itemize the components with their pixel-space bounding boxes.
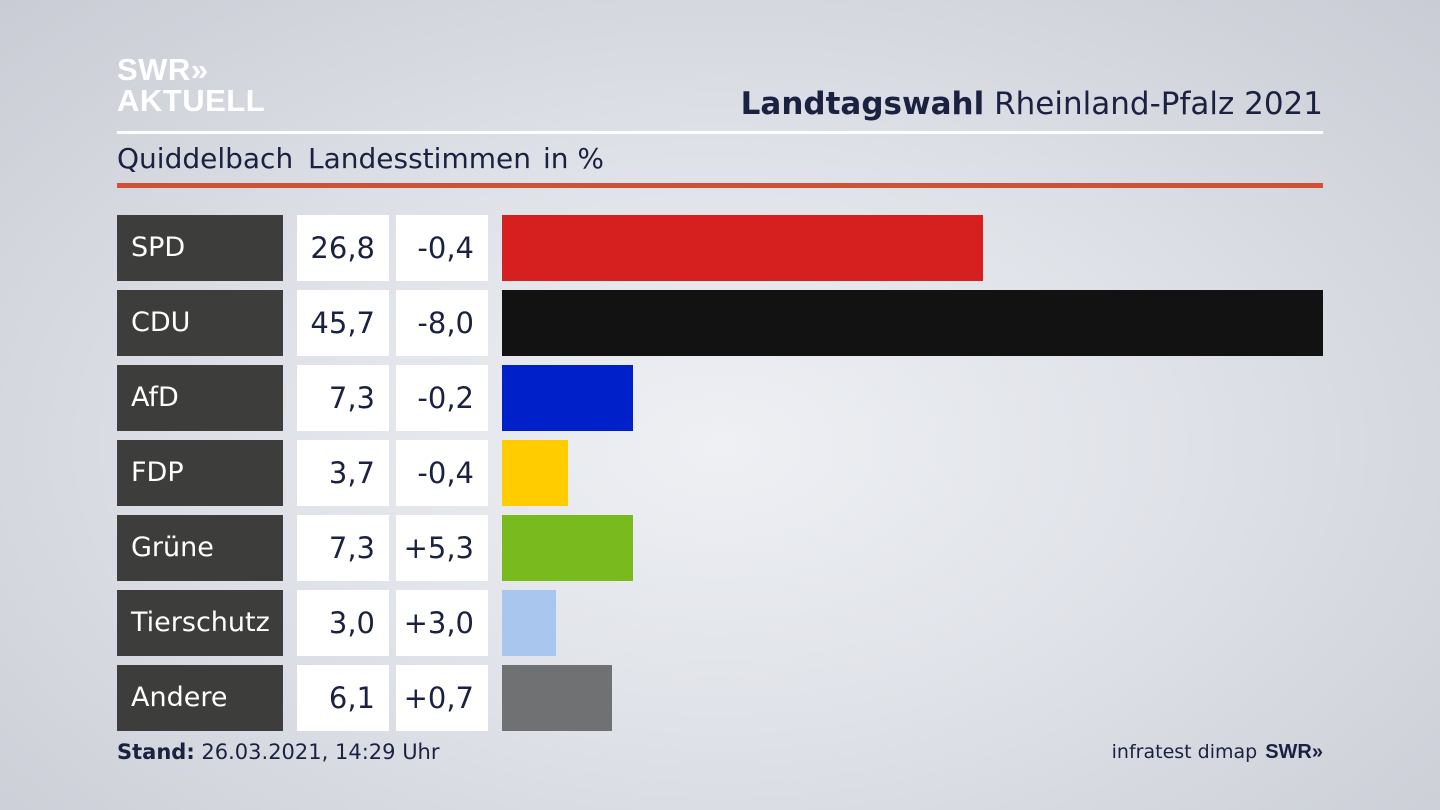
party-label: Tierschutz — [117, 590, 283, 656]
share-value-label: 3,7 — [297, 440, 389, 506]
bar-spd — [502, 215, 983, 281]
chart-title: Landtagswahl Rheinland-Pfalz 2021 — [741, 86, 1323, 122]
party-label: AfD — [117, 365, 283, 431]
bar-andere — [502, 665, 612, 731]
share-value-label: 26,8 — [297, 215, 389, 281]
title-rest: Rheinland-Pfalz 2021 — [994, 86, 1323, 122]
source-label: infratest dimap — [1111, 741, 1258, 763]
title-bold: Landtagswahl — [740, 86, 985, 122]
party-label: CDU — [117, 290, 283, 356]
change-value-label: -0,2 — [396, 365, 488, 431]
result-row: Andere 6,1 +0,7 — [117, 665, 1323, 731]
measure-label: Landesstimmen — [308, 142, 531, 175]
change-value-label: +5,3 — [396, 515, 488, 581]
bar-gr-ne — [502, 515, 633, 581]
stand-value: 26.03.2021, 14:29 Uhr — [201, 740, 440, 764]
share-value-label: 3,0 — [297, 590, 389, 656]
header-divider — [117, 131, 1323, 134]
stand-label: Stand: — [117, 740, 195, 764]
bar-afd — [502, 365, 633, 431]
logo-line-aktuell: AKTUELL — [117, 83, 266, 118]
share-value-label: 6,1 — [297, 665, 389, 731]
result-row: SPD 26,8 -0,4 — [117, 215, 1323, 281]
bar-cdu — [502, 290, 1323, 356]
party-label: SPD — [117, 215, 283, 281]
change-value-label: -0,4 — [396, 440, 488, 506]
result-row: CDU 45,7 -8,0 — [117, 290, 1323, 356]
result-row: FDP 3,7 -0,4 — [117, 440, 1323, 506]
party-label: FDP — [117, 440, 283, 506]
bar-fdp — [502, 440, 568, 506]
party-label: Andere — [117, 665, 283, 731]
timestamp: Stand: 26.03.2021, 14:29 Uhr — [117, 740, 440, 764]
result-row: AfD 7,3 -0,2 — [117, 365, 1323, 431]
unit-label: in % — [543, 142, 605, 175]
change-value-label: +0,7 — [396, 665, 488, 731]
source-credit: infratest dimap SWR» — [1112, 741, 1323, 764]
party-label: Grüne — [117, 515, 283, 581]
accent-divider — [117, 183, 1323, 188]
result-row: Tierschutz 3,0 +3,0 — [117, 590, 1323, 656]
swr-brand-logo: SWR» — [1265, 741, 1323, 763]
swr-aktuell-logo: SWR» AKTUELL — [117, 52, 266, 118]
bar-tierschutz — [502, 590, 556, 656]
change-value-label: -8,0 — [396, 290, 488, 356]
change-value-label: -0,4 — [396, 215, 488, 281]
share-value-label: 7,3 — [297, 365, 389, 431]
change-value-label: +3,0 — [396, 590, 488, 656]
result-row: Grüne 7,3 +5,3 — [117, 515, 1323, 581]
share-value-label: 7,3 — [297, 515, 389, 581]
location-label: Quiddelbach — [117, 142, 294, 175]
logo-line-swr: SWR» — [117, 52, 209, 87]
share-value-label: 45,7 — [297, 290, 389, 356]
